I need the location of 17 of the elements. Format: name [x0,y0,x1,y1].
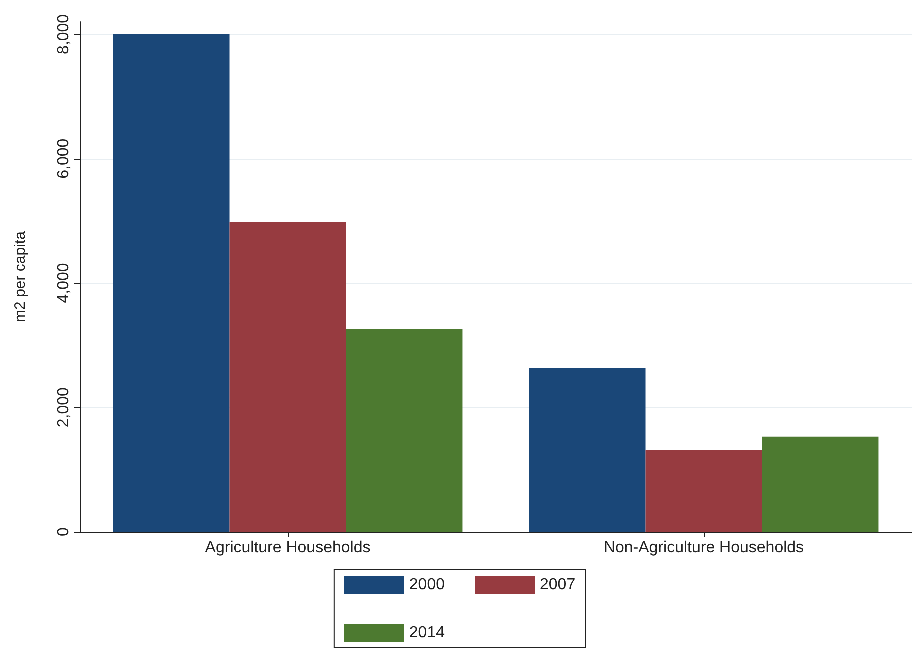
y-tick-label: 4,000 [56,263,72,304]
x-tick-label: Agriculture Households [205,540,371,556]
legend-label: 2014 [409,624,446,642]
legend-label: 2007 [540,576,576,594]
bar [113,34,230,532]
bar [529,368,646,532]
bar [762,436,879,532]
y-axis-title: m2 per capita [12,230,29,322]
bar [346,329,463,532]
y-tick-label: 8,000 [56,14,72,54]
y-tick-label: 2,000 [56,387,72,428]
legend-label: 2000 [409,576,446,594]
y-tick-label: 0 [56,527,72,536]
x-tick-label: Non-Agriculture Households [604,540,804,556]
bar [230,222,346,532]
y-tick-label: 6,000 [56,138,72,179]
bar [646,450,762,532]
